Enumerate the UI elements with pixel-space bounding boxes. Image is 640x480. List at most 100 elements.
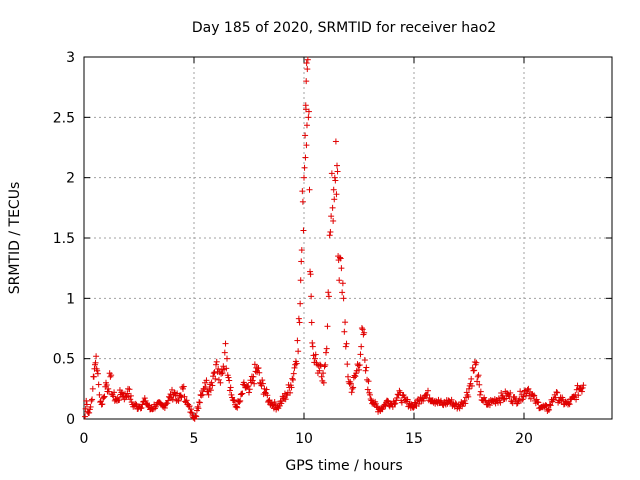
data-point [199,391,206,398]
data-point [88,397,95,404]
data-point [348,389,355,396]
data-point [124,390,131,397]
data-point [127,396,134,403]
data-point [364,376,371,383]
data-point [579,384,586,391]
data-point [341,328,348,335]
data-point [468,375,475,382]
data-point [476,381,483,388]
y-tick-label: 1.5 [53,231,75,247]
data-point [574,382,581,389]
data-point [259,377,266,384]
data-point [246,386,253,393]
data-point [352,373,359,380]
data-point [95,381,102,388]
data-point [392,400,399,407]
data-point [89,396,96,403]
data-point [108,372,115,379]
data-point [302,132,309,139]
data-point [298,247,305,254]
data-point [297,300,304,307]
data-point [215,376,222,383]
data-point [325,293,332,300]
data-point [308,293,315,300]
data-point [194,403,201,410]
data-point [328,213,335,220]
data-point [263,386,270,393]
data-point [357,351,364,358]
data-point [303,60,310,67]
data-point [423,391,430,398]
data-point [342,343,349,350]
data-point [240,379,247,386]
data-point [359,326,366,333]
data-point [182,398,189,405]
grid-lines [84,57,612,419]
data-point [503,395,510,402]
data-point [146,402,153,409]
y-tick-label: 1 [66,291,75,307]
data-point [331,196,338,203]
data-point [120,393,127,400]
data-point [330,186,337,193]
data-point [546,406,553,413]
data-point [379,406,386,413]
data-point [507,389,514,396]
data-point [215,365,222,372]
data-point [573,386,580,393]
x-tick-label: 20 [515,431,533,447]
data-point [251,361,258,368]
data-point [317,362,324,369]
x-axis-label: GPS time / hours [285,458,402,474]
data-point [97,398,104,405]
data-point [304,66,311,73]
data-point [152,403,159,410]
data-point [83,401,90,408]
data-point [138,404,145,411]
data-point [192,412,199,419]
data-point [251,380,258,387]
data-point [305,108,312,115]
data-point [481,394,488,401]
data-point [349,385,356,392]
data-point [356,366,362,373]
chart-title: Day 185 of 2020, SRMTID for receiver hao… [192,20,496,36]
data-point [474,378,481,385]
data-point [519,396,526,403]
data-point [404,396,411,403]
data-point [556,398,563,405]
data-point [245,383,252,390]
data-point [361,329,368,336]
y-tick-label: 0.5 [53,352,75,368]
data-point [307,268,314,275]
data-point [366,389,373,396]
data-point [218,370,225,377]
data-point [330,217,337,224]
data-point [415,400,422,407]
data-point [468,382,475,389]
data-point [101,393,108,400]
data-point [217,379,224,386]
data-point [235,398,241,405]
data-point [326,232,333,239]
data-point [290,376,296,383]
data-point [347,380,354,387]
data-point [339,280,346,287]
data-point [271,398,278,405]
data-point [288,384,295,391]
data-point [227,384,234,391]
data-point [292,361,299,368]
data-point [90,373,97,380]
data-point [195,405,202,412]
data-point [202,384,209,391]
data-point [287,389,294,396]
data-point [177,393,184,400]
data-point [179,384,186,391]
data-point [499,392,506,399]
data-point [448,396,455,403]
data-point [336,277,343,284]
data-point [282,396,289,403]
data-point [339,289,346,296]
data-point [462,400,469,407]
data-point [181,393,188,400]
